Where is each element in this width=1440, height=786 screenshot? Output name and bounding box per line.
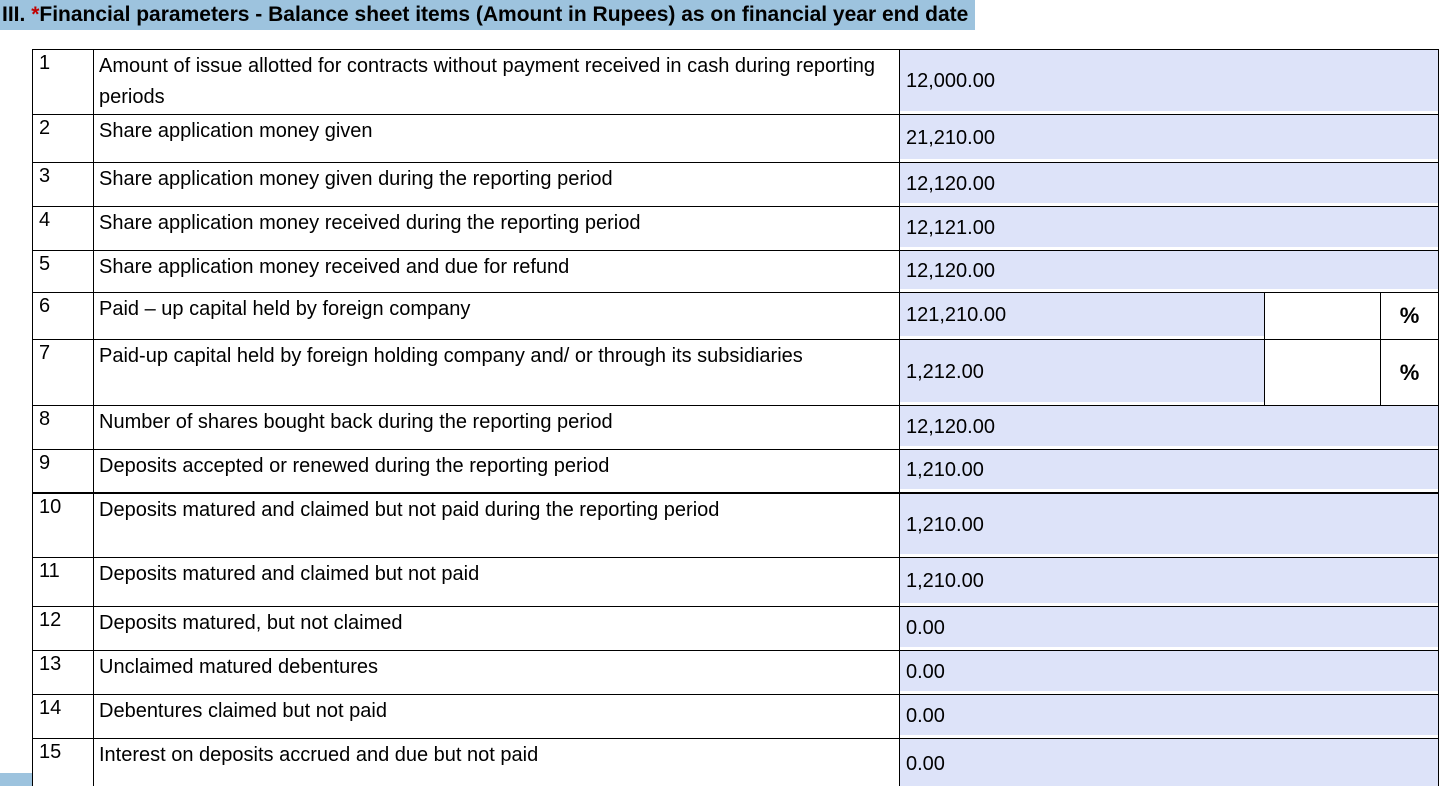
next-section-header-partial [0, 773, 32, 786]
row-number: 10 [33, 494, 94, 557]
row-label: Unclaimed matured debentures [94, 651, 900, 694]
section-header-highlight: III. *Financial parameters - Balance she… [0, 0, 976, 30]
row-value-cell: 121,210.00% [900, 293, 1438, 339]
amount-input[interactable]: 0.00 [900, 739, 1438, 786]
row-label: Amount of issue allotted for contracts w… [94, 50, 900, 114]
row-number: 15 [33, 739, 94, 786]
row-label: Share application money given [94, 115, 900, 162]
row-label: Debentures claimed but not paid [94, 695, 900, 738]
row-value-cell: 12,120.00 [900, 406, 1438, 449]
amount-input[interactable]: 0.00 [900, 607, 1438, 647]
row-value-cell: 12,000.00 [900, 50, 1438, 114]
section-numeral: III. [2, 3, 26, 26]
row-value-cell: 0.00 [900, 739, 1438, 786]
row-value-cell: 21,210.00 [900, 115, 1438, 162]
row-number: 14 [33, 695, 94, 738]
row-value-cell: 1,212.00% [900, 340, 1438, 405]
percent-sign: % [1381, 293, 1438, 339]
table-row: 10 Deposits matured and claimed but not p… [33, 494, 1438, 558]
row-label: Deposits matured and claimed but not pai… [94, 494, 900, 557]
row-number: 8 [33, 406, 94, 449]
row-number: 13 [33, 651, 94, 694]
row-number: 1 [33, 50, 94, 114]
table-row: 11 Deposits matured and claimed but not p… [33, 558, 1438, 607]
amount-input[interactable]: 12,121.00 [900, 207, 1438, 247]
table-row: 5 Share application money received and du… [33, 251, 1438, 293]
row-label: Share application money given during the… [94, 163, 900, 206]
row-value-cell: 12,120.00 [900, 163, 1438, 206]
row-value-cell: 1,210.00 [900, 558, 1438, 606]
row-number: 12 [33, 607, 94, 650]
amount-input[interactable]: 21,210.00 [900, 115, 1438, 159]
table-row: 13 Unclaimed matured debentures 0.00 [33, 651, 1438, 695]
amount-input[interactable]: 1,210.00 [900, 558, 1438, 603]
amount-input[interactable]: 12,120.00 [900, 163, 1438, 203]
percent-sign: % [1381, 340, 1438, 405]
amount-input[interactable]: 1,210.00 [900, 450, 1438, 489]
row-number: 7 [33, 340, 94, 405]
row-label: Interest on deposits accrued and due but… [94, 739, 900, 786]
row-label: Deposits matured, but not claimed [94, 607, 900, 650]
percentage-input[interactable] [1264, 340, 1381, 405]
amount-input[interactable]: 12,000.00 [900, 50, 1438, 111]
amount-input[interactable]: 0.00 [900, 651, 1438, 691]
row-label: Number of shares bought back during the … [94, 406, 900, 449]
amount-input[interactable]: 12,120.00 [900, 251, 1438, 289]
amount-input[interactable]: 12,120.00 [900, 406, 1438, 446]
row-label: Share application money received and due… [94, 251, 900, 292]
table-row: 1 Amount of issue allotted for contracts … [33, 50, 1438, 115]
row-value-cell: 1,210.00 [900, 450, 1438, 492]
row-value-cell: 1,210.00 [900, 494, 1438, 557]
balance-sheet-table-lower: 10 Deposits matured and claimed but not p… [32, 493, 1439, 786]
required-asterisk: * [31, 3, 40, 26]
table-row: 3 Share application money given during th… [33, 163, 1438, 207]
row-label: Deposits matured and claimed but not pai… [94, 558, 900, 606]
table-row: 12 Deposits matured, but not claimed 0.00 [33, 607, 1438, 651]
row-label: Paid-up capital held by foreign holding … [94, 340, 900, 405]
percentage-input[interactable] [1264, 293, 1381, 339]
row-label: Paid – up capital held by foreign compan… [94, 293, 900, 339]
table-row: 4 Share application money received during… [33, 207, 1438, 251]
amount-input[interactable]: 1,210.00 [900, 494, 1438, 554]
row-number: 4 [33, 207, 94, 250]
row-number: 3 [33, 163, 94, 206]
row-value-cell: 12,120.00 [900, 251, 1438, 292]
row-number: 11 [33, 558, 94, 606]
row-number: 2 [33, 115, 94, 162]
amount-input[interactable]: 0.00 [900, 695, 1438, 735]
amount-input[interactable]: 121,210.00 [900, 293, 1264, 336]
section-title: Financial parameters - Balance sheet ite… [39, 3, 969, 26]
row-label: Deposits accepted or renewed during the … [94, 450, 900, 492]
row-value-cell: 0.00 [900, 695, 1438, 738]
section-header: III. *Financial parameters - Balance she… [0, 0, 976, 30]
row-value-cell: 12,121.00 [900, 207, 1438, 250]
table-row: 15 Interest on deposits accrued and due b… [33, 739, 1438, 786]
table-row: 14 Debentures claimed but not paid 0.00 [33, 695, 1438, 739]
table-row: 9 Deposits accepted or renewed during the… [33, 450, 1438, 492]
row-value-cell: 0.00 [900, 651, 1438, 694]
row-number: 9 [33, 450, 94, 492]
row-value-cell: 0.00 [900, 607, 1438, 650]
balance-sheet-table-upper: 1 Amount of issue allotted for contracts … [32, 49, 1439, 493]
row-number: 5 [33, 251, 94, 292]
row-number: 6 [33, 293, 94, 339]
table-row: 8 Number of shares bought back during the… [33, 406, 1438, 450]
row-label: Share application money received during … [94, 207, 900, 250]
table-row: 6 Paid – up capital held by foreign compa… [33, 293, 1438, 340]
table-row: 2 Share application money given 21,210.00 [33, 115, 1438, 163]
amount-input[interactable]: 1,212.00 [900, 340, 1264, 402]
table-row: 7 Paid-up capital held by foreign holding… [33, 340, 1438, 406]
